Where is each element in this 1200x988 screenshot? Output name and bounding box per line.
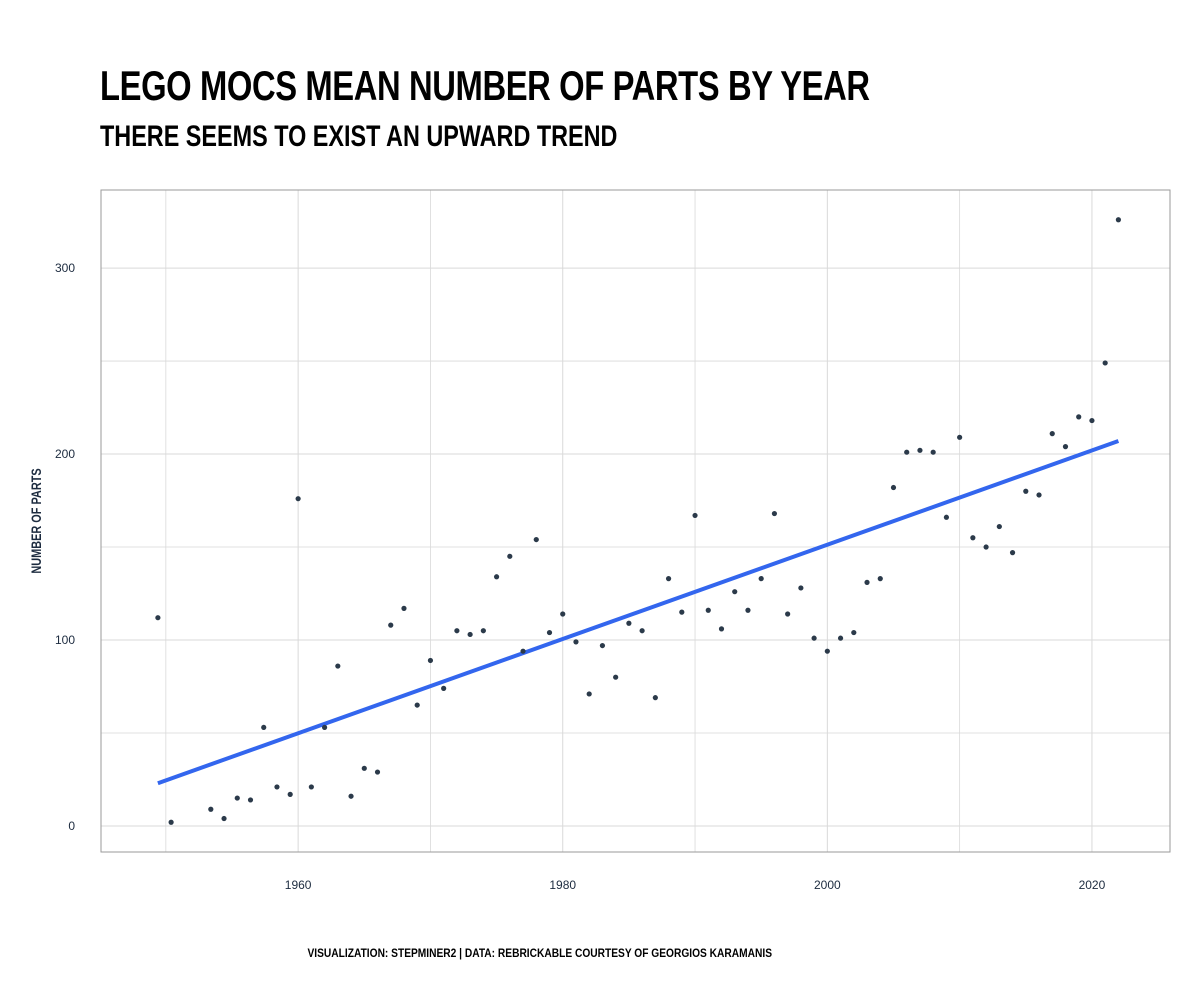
data-point xyxy=(441,685,447,691)
data-point xyxy=(692,512,698,519)
data-point xyxy=(348,793,354,799)
data-point xyxy=(758,576,764,582)
data-point xyxy=(943,514,950,520)
data-point xyxy=(1023,488,1029,494)
data-point xyxy=(811,635,817,641)
data-point xyxy=(1089,417,1095,424)
data-point xyxy=(361,765,367,771)
data-point xyxy=(718,626,725,632)
y-tick-label: 0 xyxy=(68,819,75,833)
data-point xyxy=(414,702,420,708)
data-point xyxy=(1009,550,1016,556)
data-point xyxy=(480,628,486,634)
data-point xyxy=(335,663,341,669)
data-point xyxy=(877,576,883,582)
data-point xyxy=(1036,492,1042,498)
data-point xyxy=(1049,431,1055,437)
data-point xyxy=(274,784,280,790)
data-point xyxy=(208,806,214,812)
data-point xyxy=(261,724,267,731)
data-point xyxy=(295,496,301,502)
data-point xyxy=(732,589,738,595)
data-point xyxy=(221,815,227,822)
data-point xyxy=(1076,414,1082,420)
plot-frame xyxy=(100,189,1171,853)
data-point xyxy=(287,791,293,797)
data-point xyxy=(573,639,579,645)
data-point xyxy=(546,629,553,636)
data-point xyxy=(639,628,645,634)
data-point xyxy=(930,449,936,455)
data-point xyxy=(705,607,711,613)
data-point xyxy=(785,611,791,617)
data-point xyxy=(970,535,976,541)
data-point xyxy=(533,536,539,543)
data-point xyxy=(168,819,174,825)
data-point xyxy=(665,576,672,582)
trend-line xyxy=(157,439,1120,786)
x-tick-label: 1960 xyxy=(285,878,312,892)
x-tick-label: 1980 xyxy=(549,878,576,892)
y-tick-label: 100 xyxy=(55,633,75,647)
data-point xyxy=(626,620,632,626)
data-point xyxy=(652,695,658,701)
data-point xyxy=(824,648,830,654)
chart-title: LEGO MOCS MEAN NUMBER OF PARTS BY YEAR xyxy=(100,62,870,109)
data-point xyxy=(388,622,394,628)
y-axis-label: NUMBER OF PARTS xyxy=(29,468,45,573)
data-point xyxy=(520,648,526,654)
chart-caption: VISUALIZATION: STEPMINER2 | DATA: REBRIC… xyxy=(307,946,773,960)
data-point xyxy=(427,657,434,664)
data-point xyxy=(996,523,1002,530)
data-point xyxy=(507,553,513,559)
data-point xyxy=(454,628,460,634)
data-point xyxy=(1115,217,1122,223)
data-point xyxy=(374,769,381,775)
data-point xyxy=(890,484,897,491)
data-point xyxy=(798,585,804,591)
data-point xyxy=(401,605,407,611)
data-point xyxy=(957,434,963,440)
y-tick-label: 300 xyxy=(55,261,75,275)
data-point xyxy=(247,797,254,803)
data-point xyxy=(1102,360,1108,366)
data-point xyxy=(560,611,566,617)
data-point xyxy=(308,784,314,790)
data-point xyxy=(983,544,989,550)
data-point xyxy=(837,635,844,641)
x-tick-label: 2000 xyxy=(814,878,841,892)
data-point xyxy=(745,607,751,613)
x-tick-label: 2020 xyxy=(1079,878,1106,892)
data-point xyxy=(864,579,870,585)
y-tick-label: 200 xyxy=(55,447,75,461)
data-point xyxy=(467,631,473,638)
data-point xyxy=(321,724,328,731)
data-point xyxy=(1062,444,1069,450)
data-point xyxy=(599,642,606,649)
data-point xyxy=(904,449,910,455)
chart-subtitle: THERE SEEMS TO EXIST AN UPWARD TREND xyxy=(100,120,618,153)
data-point xyxy=(917,447,923,453)
data-point xyxy=(613,674,619,680)
data-point xyxy=(771,510,778,517)
data-point xyxy=(234,795,240,801)
data-point xyxy=(155,615,161,621)
data-point xyxy=(586,691,592,697)
data-point xyxy=(679,609,685,615)
data-point xyxy=(851,629,857,636)
data-point xyxy=(493,574,500,580)
